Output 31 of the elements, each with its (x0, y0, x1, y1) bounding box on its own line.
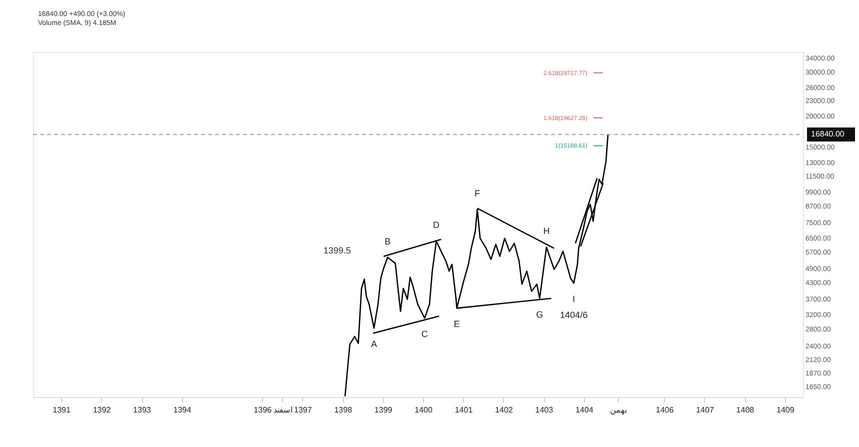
x-tick-label: بهمن (610, 406, 628, 414)
x-tick-label: 1409 (776, 406, 795, 414)
x-tick-label: 1393 (133, 406, 152, 414)
annotation: D (433, 220, 440, 230)
x-tick-label: 1401 (454, 406, 474, 414)
x-tick-label: 1403 (535, 406, 554, 414)
annotation: F (474, 188, 481, 198)
ref-line-label: 16840.00 (811, 129, 845, 138)
annotation: 1404/6 (560, 310, 588, 320)
annotation: H (543, 226, 550, 236)
x-tick-label: 1398 (334, 406, 353, 414)
x-tick-label: 1396 (254, 406, 272, 414)
annotation: A (370, 339, 377, 350)
x-tick-label: 1391 (52, 406, 72, 414)
x-tick-label: 1407 (696, 406, 714, 414)
annotation: C (421, 329, 428, 340)
x-tick-label: 1404 (575, 406, 594, 414)
annotation: 1399.5 (323, 245, 351, 256)
annotation: E (454, 319, 460, 330)
x-tick-label: 1392 (92, 406, 112, 414)
annotation: G (536, 309, 544, 320)
x-tick-label: 1397 (294, 406, 312, 414)
x-tick-label: اسفند (273, 406, 292, 414)
annotation: I (572, 294, 576, 304)
x-tick-label: 1400 (414, 406, 433, 414)
x-tick-label: 1406 (656, 406, 674, 414)
annotation: B (384, 236, 391, 246)
x-tick-label: 1399 (374, 406, 393, 414)
x-tick-label: 1408 (736, 406, 755, 414)
x-tick-label: 1394 (173, 406, 192, 414)
x-tick-label: 1402 (495, 406, 514, 414)
